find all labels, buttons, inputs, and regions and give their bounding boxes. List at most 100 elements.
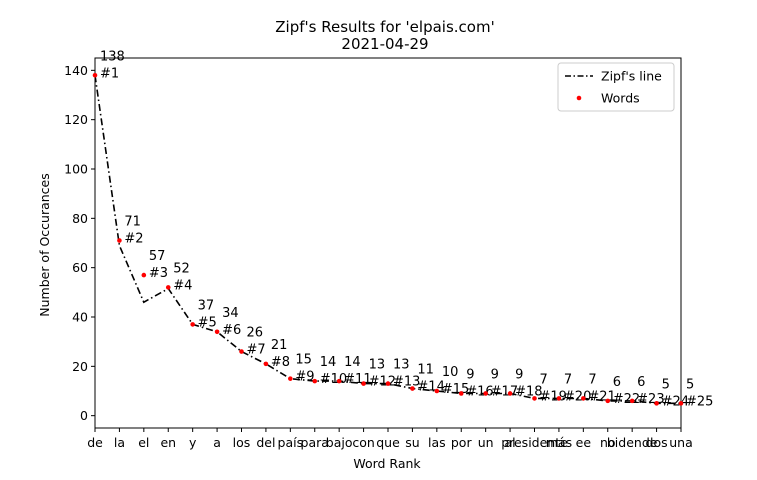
rank-label: #10 xyxy=(320,372,347,387)
legend-dot-marker xyxy=(576,95,582,101)
word-point xyxy=(410,386,415,391)
x-tick-label: los xyxy=(233,435,251,450)
zipfs-line xyxy=(94,75,681,405)
count-label: 57 xyxy=(149,249,166,264)
count-label: 6 xyxy=(637,375,645,390)
rank-label: #17 xyxy=(491,384,518,399)
word-point xyxy=(654,401,659,406)
word-point xyxy=(605,398,611,404)
word-point xyxy=(92,72,98,78)
word-point xyxy=(532,396,537,401)
legend-entry-zipfs-line: Zipf's line xyxy=(601,69,662,84)
count-label: 7 xyxy=(564,372,572,387)
word-point xyxy=(336,378,342,384)
x-tick-label: el xyxy=(138,435,149,450)
legend-box xyxy=(557,62,675,112)
x-tick-label: a xyxy=(213,435,221,450)
count-label: 52 xyxy=(173,261,190,276)
rank-label: #21 xyxy=(588,389,615,404)
rank-label: #23 xyxy=(637,392,664,407)
count-label: 7 xyxy=(540,372,548,387)
x-tick-label: para xyxy=(301,435,329,450)
rank-label: #15 xyxy=(442,382,469,397)
word-point xyxy=(214,329,220,335)
x-tick-label: país xyxy=(278,435,304,450)
count-label: 9 xyxy=(515,367,523,382)
x-tick-label: y xyxy=(189,435,197,450)
count-label: 10 xyxy=(442,365,459,380)
word-point xyxy=(165,285,171,290)
x-tick-label: su xyxy=(405,435,419,450)
rank-label: #5 xyxy=(198,315,217,330)
x-tick-label: al xyxy=(505,435,516,450)
y-axis-label: Number of Occurances xyxy=(37,173,52,317)
rank-label: #2 xyxy=(124,232,143,247)
rank-label: #7 xyxy=(247,343,266,358)
word-point xyxy=(581,396,586,401)
x-tick-label: una xyxy=(669,435,693,450)
count-label: 5 xyxy=(686,377,694,392)
y-tick-label: 80 xyxy=(72,211,88,226)
x-tick-label: presidente xyxy=(501,435,568,450)
chart-subtitle: 2021-04-29 xyxy=(341,35,428,53)
x-tick-label: bajo xyxy=(326,435,353,450)
x-axis-label: Word Rank xyxy=(353,456,421,471)
legend-entry-words: Words xyxy=(601,91,640,106)
x-tick-label: que xyxy=(376,435,400,450)
rank-label: #8 xyxy=(271,355,290,370)
x-tick-label: más xyxy=(546,435,572,450)
rank-label: #1 xyxy=(100,66,119,81)
y-tick-label: 20 xyxy=(72,359,88,374)
count-label: 7 xyxy=(588,372,596,387)
y-tick-label: 60 xyxy=(72,260,88,275)
x-tick-label: un xyxy=(478,435,494,450)
x-tick-label: dos xyxy=(646,435,668,450)
y-tick-label: 140 xyxy=(64,63,88,78)
plot-area: 0 20 40 60 80 100 120 140 de la el en y a los del paíspa… xyxy=(64,49,713,450)
count-label: 11 xyxy=(417,363,434,378)
rank-label: #11 xyxy=(344,372,371,387)
count-label: 37 xyxy=(198,298,215,313)
count-label: 13 xyxy=(393,358,410,373)
word-point xyxy=(141,272,147,278)
word-point xyxy=(239,349,244,354)
rank-label: #6 xyxy=(222,323,241,338)
chart-title: Zipf's Results for 'elpais.com' xyxy=(275,18,494,36)
legend: Zipf's line Words xyxy=(557,62,675,112)
x-tick-label: ee xyxy=(576,435,592,450)
word-point xyxy=(434,388,440,394)
count-label: 15 xyxy=(295,353,312,368)
count-label: 14 xyxy=(344,355,361,370)
word-point xyxy=(483,391,488,396)
x-tick-label: no xyxy=(600,435,616,450)
word-point xyxy=(117,238,122,243)
count-label: 9 xyxy=(466,367,474,382)
rank-label: #14 xyxy=(417,380,444,395)
x-tick-label: por xyxy=(451,435,473,450)
rank-label: #3 xyxy=(149,266,168,281)
count-label: 34 xyxy=(222,306,239,321)
y-tick-label: 40 xyxy=(72,310,88,325)
count-label: 9 xyxy=(491,367,499,382)
rank-label: #20 xyxy=(564,389,591,404)
x-tick-label: en xyxy=(160,435,176,450)
count-label: 5 xyxy=(662,377,670,392)
y-tick-label: 0 xyxy=(80,408,88,423)
y-tick-label: 120 xyxy=(64,112,88,127)
count-label: 138 xyxy=(100,49,125,64)
count-label: 26 xyxy=(247,326,264,341)
word-point xyxy=(678,401,684,406)
rank-label: #18 xyxy=(515,384,542,399)
rank-label: #9 xyxy=(295,370,314,385)
word-point xyxy=(263,361,269,367)
count-label: 14 xyxy=(320,355,337,370)
x-tick-label: con xyxy=(352,435,374,450)
count-label: 6 xyxy=(613,375,621,390)
rank-label: #13 xyxy=(393,375,420,390)
rank-label: #4 xyxy=(173,278,192,293)
rank-label: #25 xyxy=(686,394,713,409)
word-point xyxy=(507,391,513,396)
rank-label: #16 xyxy=(466,384,493,399)
rank-label: #24 xyxy=(662,394,689,409)
